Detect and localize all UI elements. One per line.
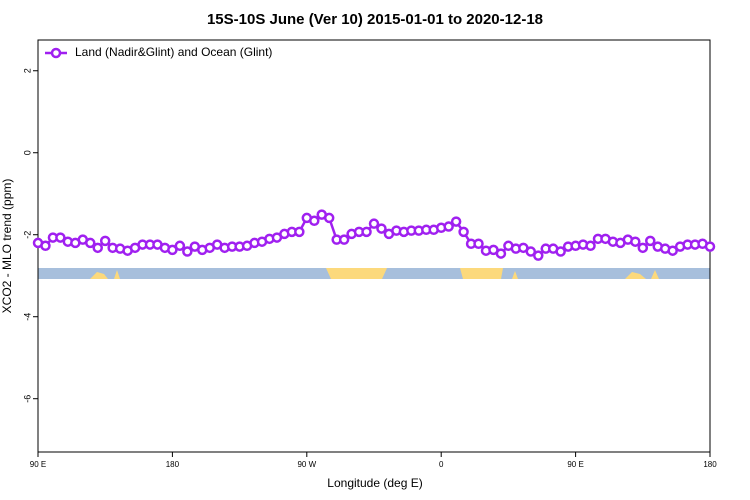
y-tick-label: 0 — [22, 150, 32, 155]
y-tick-label: -6 — [22, 395, 32, 403]
data-point — [55, 232, 66, 243]
data-point — [167, 244, 178, 256]
data-point — [40, 240, 51, 252]
x-tick-label: 90 E — [30, 460, 46, 469]
data-point — [495, 248, 507, 259]
data-point — [473, 238, 484, 249]
data-point — [361, 226, 372, 238]
land-ocean-band — [38, 268, 710, 279]
data-point — [533, 250, 544, 261]
legend-marker — [50, 47, 62, 59]
data-point — [368, 218, 380, 229]
data-point — [555, 246, 566, 257]
data-point — [525, 246, 537, 257]
data-point — [450, 216, 462, 227]
data-point — [323, 212, 335, 224]
data-point — [99, 235, 111, 247]
x-tick-label: 90 E — [567, 460, 583, 469]
y-axis-label: XCO2 - MLO trend (ppm) — [0, 179, 14, 314]
data-point — [92, 242, 103, 254]
data-point — [174, 240, 186, 252]
legend-label: Land (Nadir&Glint) and Ocean (Glint) — [75, 45, 272, 59]
x-tick-label: 90 W — [297, 460, 316, 469]
data-point — [637, 242, 649, 254]
x-tick-label: 0 — [439, 460, 444, 469]
data-point — [85, 237, 96, 249]
data-point — [443, 221, 454, 232]
x-tick-label: 180 — [166, 460, 180, 469]
data-point — [458, 226, 469, 238]
y-tick-label: -4 — [22, 313, 32, 321]
data-point — [704, 241, 716, 252]
data-point — [182, 246, 193, 257]
data-point — [309, 215, 320, 227]
y-tick-label: 2 — [22, 68, 32, 73]
data-point — [630, 236, 641, 247]
data-point — [376, 223, 387, 234]
y-tick-label: -2 — [22, 231, 32, 239]
data-point — [585, 240, 596, 252]
data-point — [667, 245, 678, 256]
data-point — [294, 226, 305, 238]
x-axis-label: Longitude (deg E) — [327, 476, 422, 490]
x-tick-label: 180 — [703, 460, 717, 469]
data-point — [338, 234, 350, 245]
data-point — [645, 235, 656, 247]
chart-title: 15S-10S June (Ver 10) 2015-01-01 to 2020… — [207, 11, 543, 28]
